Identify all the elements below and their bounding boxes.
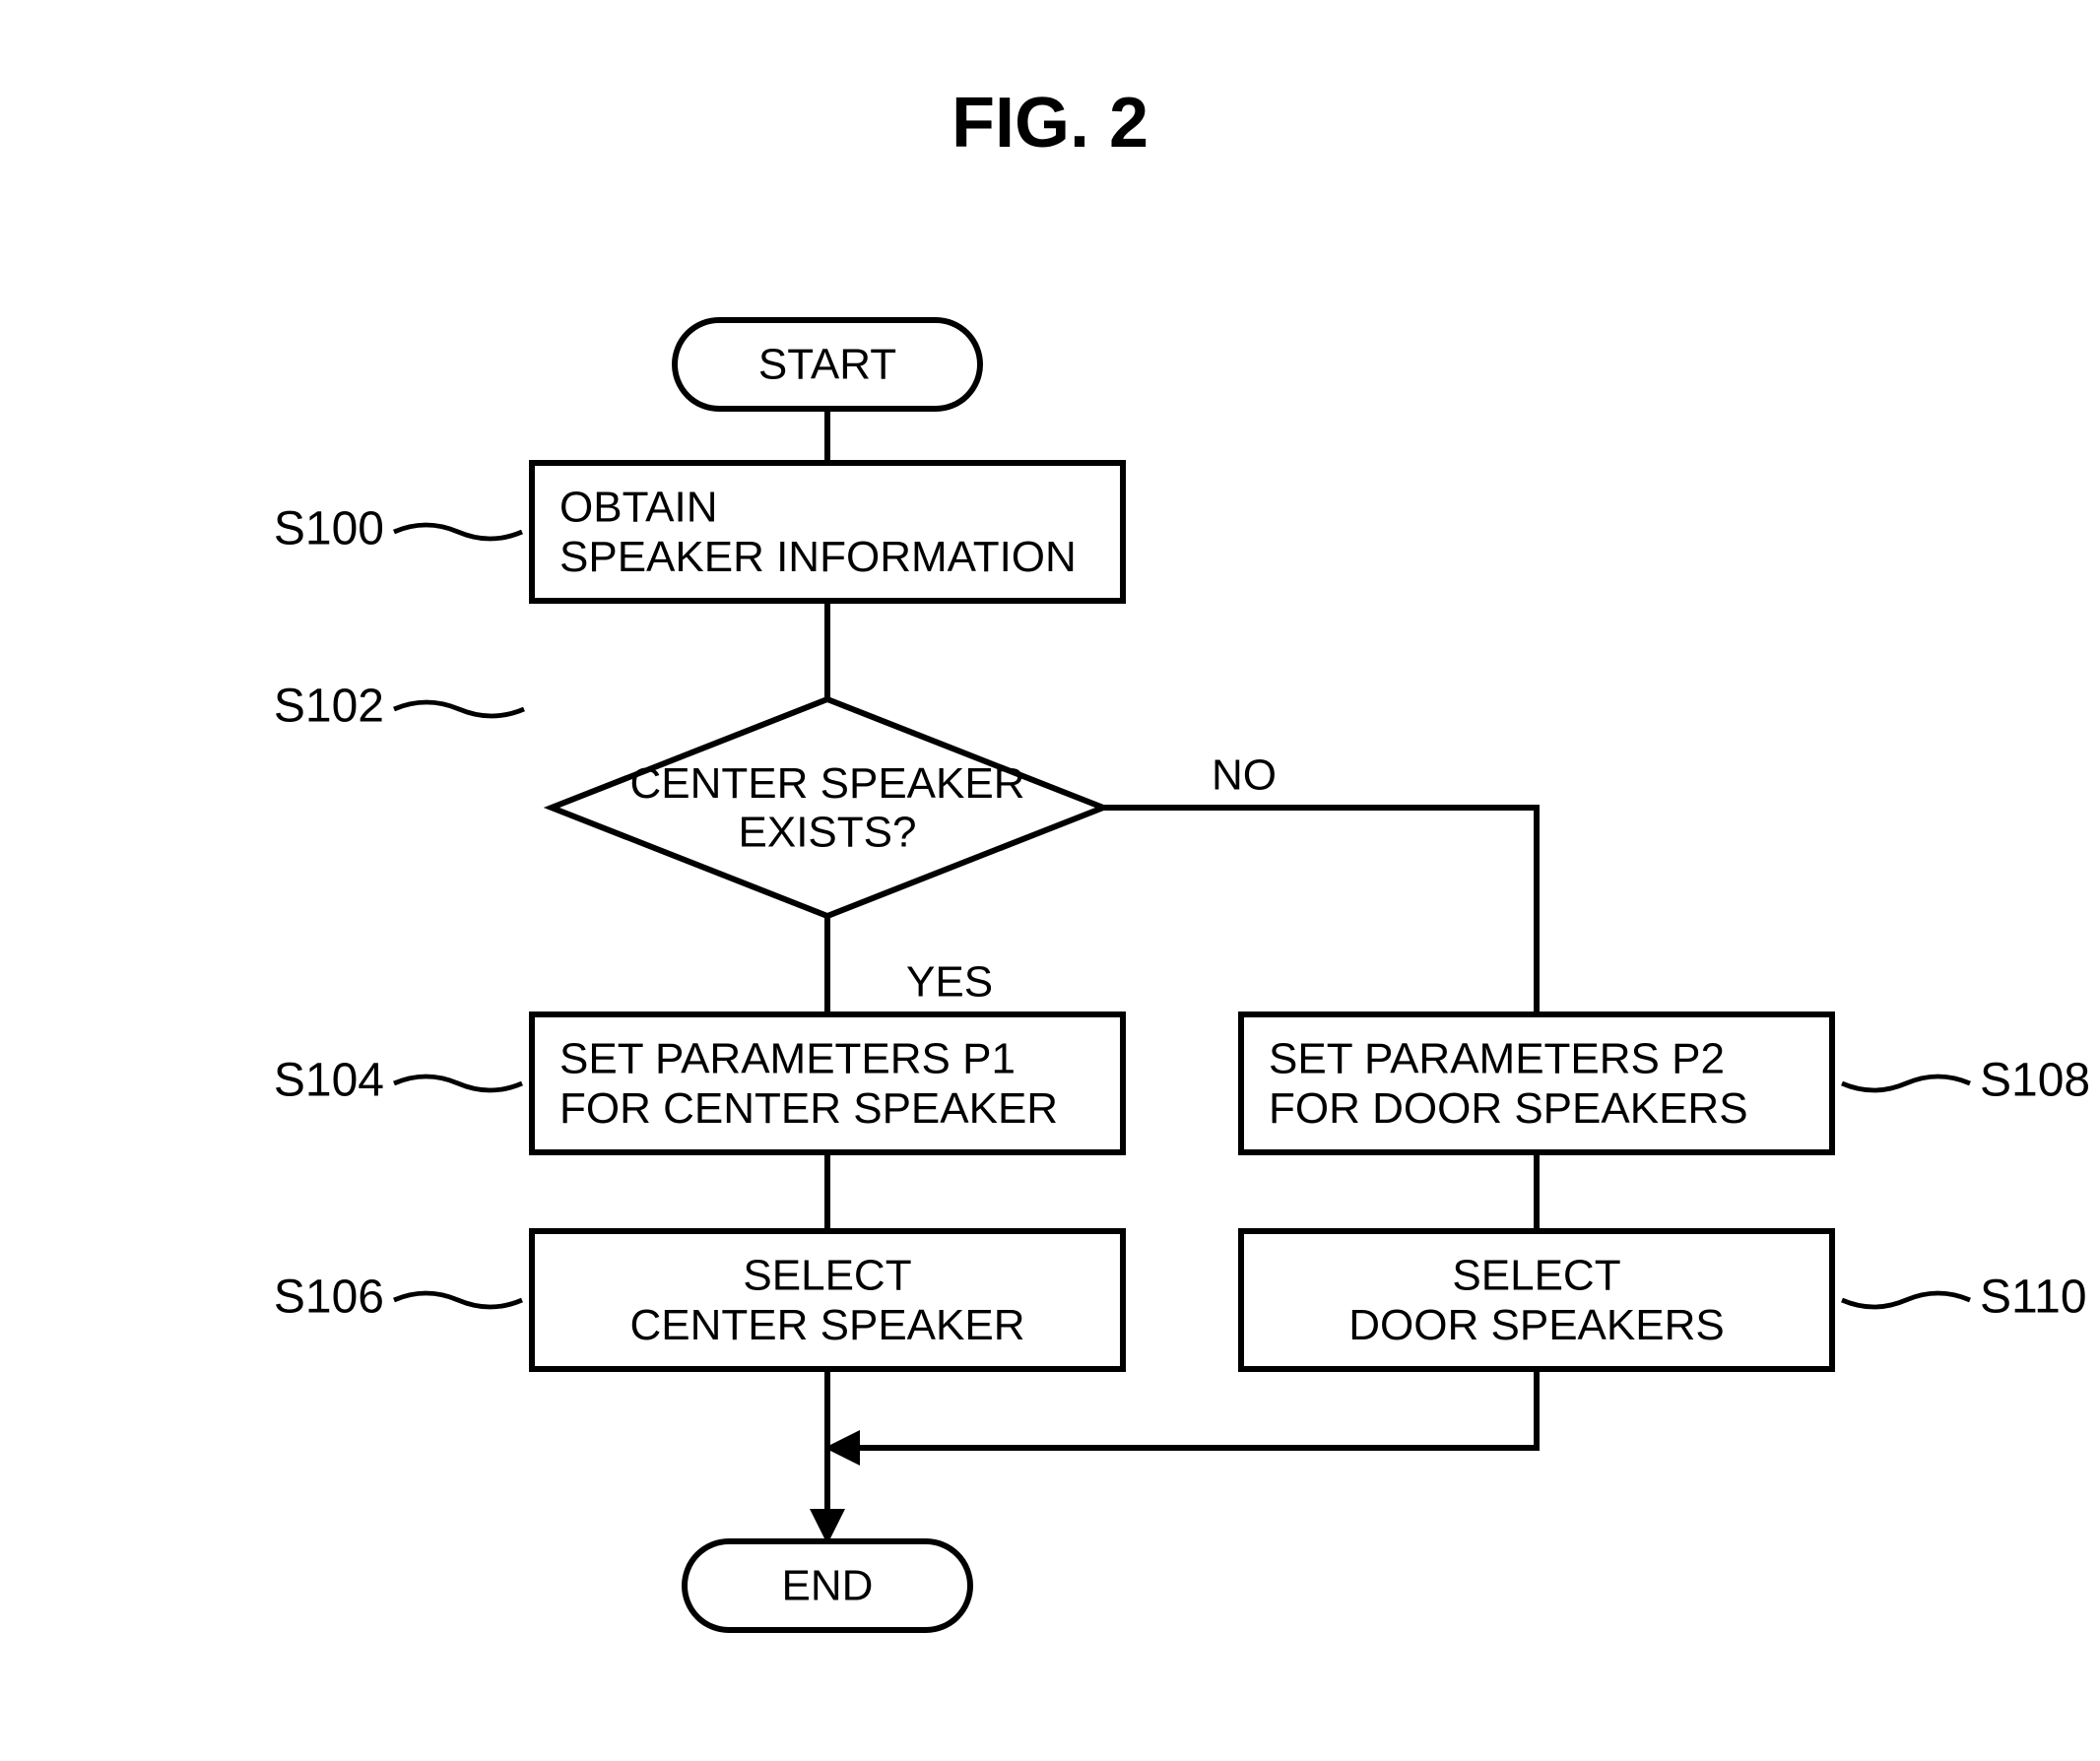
node-title: FIG. 2 — [952, 84, 1148, 163]
svg-text:END: END — [782, 1562, 874, 1610]
figure-title: FIG. 2 — [952, 84, 1148, 163]
step-label-connector — [1842, 1076, 1970, 1090]
svg-text:OBTAIN: OBTAIN — [559, 483, 718, 531]
svg-text:CENTER SPEAKER: CENTER SPEAKER — [630, 759, 1025, 808]
step-label-text: S102 — [274, 681, 384, 733]
node-s106: SELECTCENTER SPEAKER — [532, 1231, 1123, 1369]
node-s100: OBTAINSPEAKER INFORMATION — [532, 463, 1123, 601]
step-label-s104: S104 — [274, 1055, 522, 1107]
node-s110: SELECTDOOR SPEAKERS — [1241, 1231, 1832, 1369]
svg-text:SET PARAMETERS P1: SET PARAMETERS P1 — [559, 1034, 1016, 1082]
step-label-s108: S108 — [1842, 1055, 2090, 1107]
edge-label: NO — [1212, 751, 1277, 800]
step-label-s102: S102 — [274, 681, 524, 733]
step-label-text: S100 — [274, 503, 384, 555]
edge — [1103, 808, 1537, 1014]
svg-text:SET PARAMETERS P2: SET PARAMETERS P2 — [1269, 1034, 1725, 1082]
edge-label: YES — [906, 958, 993, 1007]
svg-text:DOOR SPEAKERS: DOOR SPEAKERS — [1348, 1301, 1724, 1349]
step-label-s100: S100 — [274, 503, 522, 555]
step-label-text: S110 — [1980, 1272, 2087, 1324]
step-label-s110: S110 — [1842, 1272, 2087, 1324]
svg-text:CENTER SPEAKER: CENTER SPEAKER — [630, 1301, 1025, 1349]
svg-text:FOR DOOR SPEAKERS: FOR DOOR SPEAKERS — [1269, 1084, 1748, 1133]
step-label-text: S106 — [274, 1272, 384, 1324]
svg-text:SPEAKER INFORMATION: SPEAKER INFORMATION — [559, 533, 1077, 581]
step-label-connector — [394, 1076, 522, 1090]
step-label-connector — [394, 702, 524, 716]
node-end: END — [685, 1541, 970, 1630]
edge — [827, 1369, 1537, 1448]
svg-text:SELECT: SELECT — [1452, 1251, 1620, 1299]
svg-text:EXISTS?: EXISTS? — [739, 808, 917, 856]
node-start: START — [675, 320, 980, 409]
step-label-connector — [1842, 1293, 1970, 1307]
svg-text:FOR CENTER SPEAKER: FOR CENTER SPEAKER — [559, 1084, 1058, 1133]
svg-text:SELECT: SELECT — [743, 1251, 911, 1299]
step-label-text: S108 — [1980, 1055, 2090, 1107]
step-label-connector — [394, 1293, 522, 1307]
step-label-connector — [394, 525, 522, 539]
svg-text:START: START — [758, 341, 896, 389]
node-s102: CENTER SPEAKEREXISTS? — [552, 699, 1103, 916]
step-label-s106: S106 — [274, 1272, 522, 1324]
node-s104: SET PARAMETERS P1FOR CENTER SPEAKER — [532, 1014, 1123, 1152]
step-label-text: S104 — [274, 1055, 384, 1107]
node-s108: SET PARAMETERS P2FOR DOOR SPEAKERS — [1241, 1014, 1832, 1152]
